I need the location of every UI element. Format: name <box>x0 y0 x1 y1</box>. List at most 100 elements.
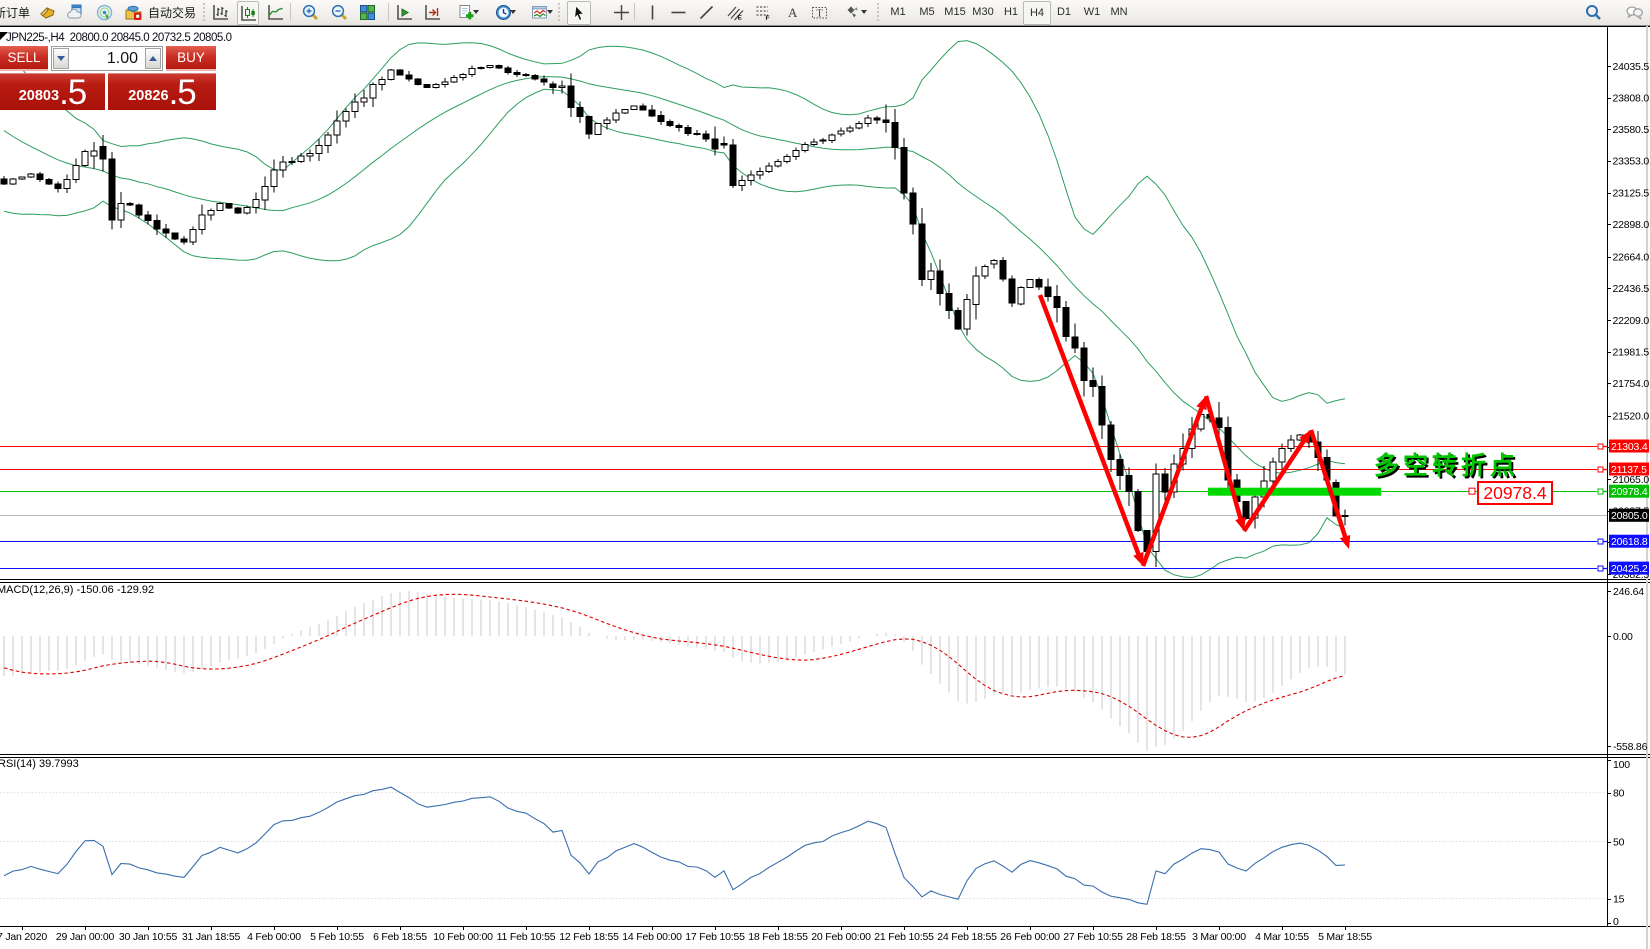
price-tick-label[interactable]: 23125.5 <box>1613 187 1650 199</box>
time-tick-label[interactable]: 21 Feb 10:55 <box>874 931 934 943</box>
macd-axis-label[interactable]: 246.64 <box>1613 586 1644 598</box>
price-tick-label[interactable]: 22898.0 <box>1613 219 1650 231</box>
level-lines[interactable] <box>0 443 1607 572</box>
time-tick-label[interactable]: 24 Feb 18:55 <box>937 931 997 943</box>
time-tick-label[interactable]: 6 Feb 18:55 <box>373 931 427 943</box>
price-axis-shape[interactable] <box>1607 352 1611 353</box>
trend-arrow-line[interactable] <box>1242 437 1308 533</box>
price-axis-shape[interactable] <box>1607 224 1611 225</box>
tf-m5[interactable]: M5 <box>915 1 939 23</box>
trend-arrow-line[interactable] <box>1308 429 1349 541</box>
price-tick-label[interactable]: 23808.0 <box>1613 92 1650 104</box>
rsi-axis-shape[interactable] <box>1607 899 1611 900</box>
rsi-axis-label[interactable]: 15 <box>1613 894 1625 906</box>
rsi-axis-shape[interactable] <box>1607 923 1611 924</box>
dropdown-caret-icon[interactable] <box>510 10 516 14</box>
price-tick-label[interactable]: 23580.5 <box>1613 124 1650 136</box>
time-axis-shape[interactable] <box>652 927 653 930</box>
time-tick-label[interactable]: 27 Feb 10:55 <box>1063 931 1123 943</box>
rsi-axis-label[interactable]: 80 <box>1613 788 1625 800</box>
volume-increase-button[interactable] <box>145 48 161 69</box>
trendline-button[interactable] <box>696 1 716 23</box>
price-axis-shape[interactable] <box>1607 129 1611 130</box>
price-axis-shape[interactable] <box>1607 161 1611 162</box>
time-axis-shape[interactable] <box>211 927 212 930</box>
price-tick-label[interactable]: 22664.0 <box>1613 252 1650 264</box>
rsi-axis-label[interactable]: 50 <box>1613 837 1625 849</box>
candle-chart-button[interactable] <box>237 1 259 25</box>
price-axis-shape[interactable] <box>1607 383 1611 384</box>
highlight-bar-annotation[interactable] <box>1208 487 1381 496</box>
tf-m1[interactable]: M1 <box>886 1 910 23</box>
sell-price-button[interactable]: 20803.5 <box>0 73 105 110</box>
price-tick-label[interactable]: 23353.0 <box>1613 156 1650 168</box>
sell-button[interactable]: SELL <box>0 46 48 71</box>
indicators-button[interactable] <box>450 1 482 23</box>
tf-h1[interactable]: H1 <box>999 1 1023 23</box>
price-axis-shape[interactable] <box>1607 66 1611 67</box>
time-axis-shape[interactable] <box>526 927 527 930</box>
time-axis-shape[interactable] <box>589 927 590 930</box>
time-axis-shape[interactable] <box>463 927 464 930</box>
time-tick-label[interactable]: 12 Feb 18:55 <box>559 931 619 943</box>
time-axis-shape[interactable] <box>904 927 905 930</box>
price-tick-label[interactable]: 21065.0 <box>1613 474 1650 486</box>
time-axis-shape[interactable] <box>400 927 401 930</box>
time-axis-shape[interactable] <box>1156 927 1157 930</box>
turning-point-annotation[interactable]: 多空转折点 <box>1374 452 1520 480</box>
macd-axis-label[interactable]: -558.86 <box>1613 741 1648 753</box>
time-tick-label[interactable]: 11 Feb 10:55 <box>497 931 556 943</box>
trend-arrow-line[interactable] <box>1140 404 1205 567</box>
label-button[interactable]: T <box>808 1 830 23</box>
time-axis[interactable]: 7 Jan 2020 29 Jan 00:00 30 Jan 10:55 31 Jan… <box>0 927 1372 943</box>
time-axis-shape[interactable] <box>967 927 968 930</box>
price-tick-label[interactable]: 21981.5 <box>1613 346 1650 358</box>
time-tick-label[interactable]: 5 Mar 18:55 <box>1318 931 1372 943</box>
rsi-axis-shape[interactable] <box>1607 793 1611 794</box>
cursor-button[interactable] <box>567 1 591 25</box>
buy-button[interactable]: BUY <box>166 46 216 71</box>
tf-m15[interactable]: M15 <box>941 1 969 23</box>
rsi-axis-label[interactable]: 100 <box>1613 759 1630 771</box>
time-tick-label[interactable]: 14 Feb 00:00 <box>622 931 682 943</box>
macd-axis-shape[interactable] <box>1607 591 1611 592</box>
time-tick-label[interactable]: 18 Feb 18:55 <box>748 931 808 943</box>
time-axis-shape[interactable] <box>22 927 23 930</box>
text-button[interactable]: A <box>782 1 802 23</box>
time-axis-shape[interactable] <box>715 927 716 930</box>
zoom-out-button[interactable] <box>329 1 349 23</box>
rsi-axis[interactable]: 100 80 50 15 0 <box>1607 759 1630 928</box>
volume-input[interactable]: 1.00 <box>106 50 138 67</box>
tf-w1[interactable]: W1 <box>1080 1 1104 23</box>
fibonacci-button[interactable]: F <box>752 1 774 23</box>
time-tick-label[interactable]: 26 Feb 00:00 <box>1000 931 1060 943</box>
search-button[interactable] <box>1583 1 1603 23</box>
time-axis-shape[interactable] <box>85 927 86 930</box>
chart-shift-button[interactable] <box>422 1 442 23</box>
bar-chart-button[interactable] <box>210 1 230 23</box>
price-tick-label[interactable]: 21520.0 <box>1613 411 1650 423</box>
tf-mn[interactable]: MN <box>1107 1 1131 23</box>
time-axis-shape[interactable] <box>337 927 338 930</box>
time-tick-label[interactable]: 17 Feb 10:55 <box>685 931 745 943</box>
line-chart-button[interactable] <box>265 1 285 23</box>
macd-axis-label[interactable]: 0.00 <box>1613 631 1633 643</box>
time-axis-shape[interactable] <box>1219 927 1220 930</box>
time-axis-shape[interactable] <box>1030 927 1031 930</box>
time-axis-shape[interactable] <box>841 927 842 930</box>
price-tick-label[interactable]: 22209.0 <box>1613 315 1650 327</box>
vline-button[interactable] <box>642 1 662 23</box>
chart-annotations[interactable] <box>1037 294 1476 567</box>
time-tick-label[interactable]: 10 Feb 00:00 <box>433 931 493 943</box>
time-tick-label[interactable]: 7 Jan 2020 <box>0 931 48 943</box>
price-axis-shape[interactable] <box>1607 193 1611 194</box>
time-tick-label[interactable]: 4 Mar 10:55 <box>1255 931 1309 943</box>
chat-button[interactable] <box>1619 1 1649 23</box>
time-tick-label[interactable]: 5 Feb 10:55 <box>310 931 364 943</box>
price-tag-annotation[interactable]: 20978.4 <box>1477 481 1553 505</box>
price-tick-label[interactable]: 24035.5 <box>1613 61 1650 73</box>
trend-arrow-line[interactable] <box>1203 395 1244 522</box>
tf-d1[interactable]: D1 <box>1052 1 1076 23</box>
time-tick-label[interactable]: 29 Jan 00:00 <box>56 931 115 943</box>
tf-m30[interactable]: M30 <box>969 1 997 23</box>
